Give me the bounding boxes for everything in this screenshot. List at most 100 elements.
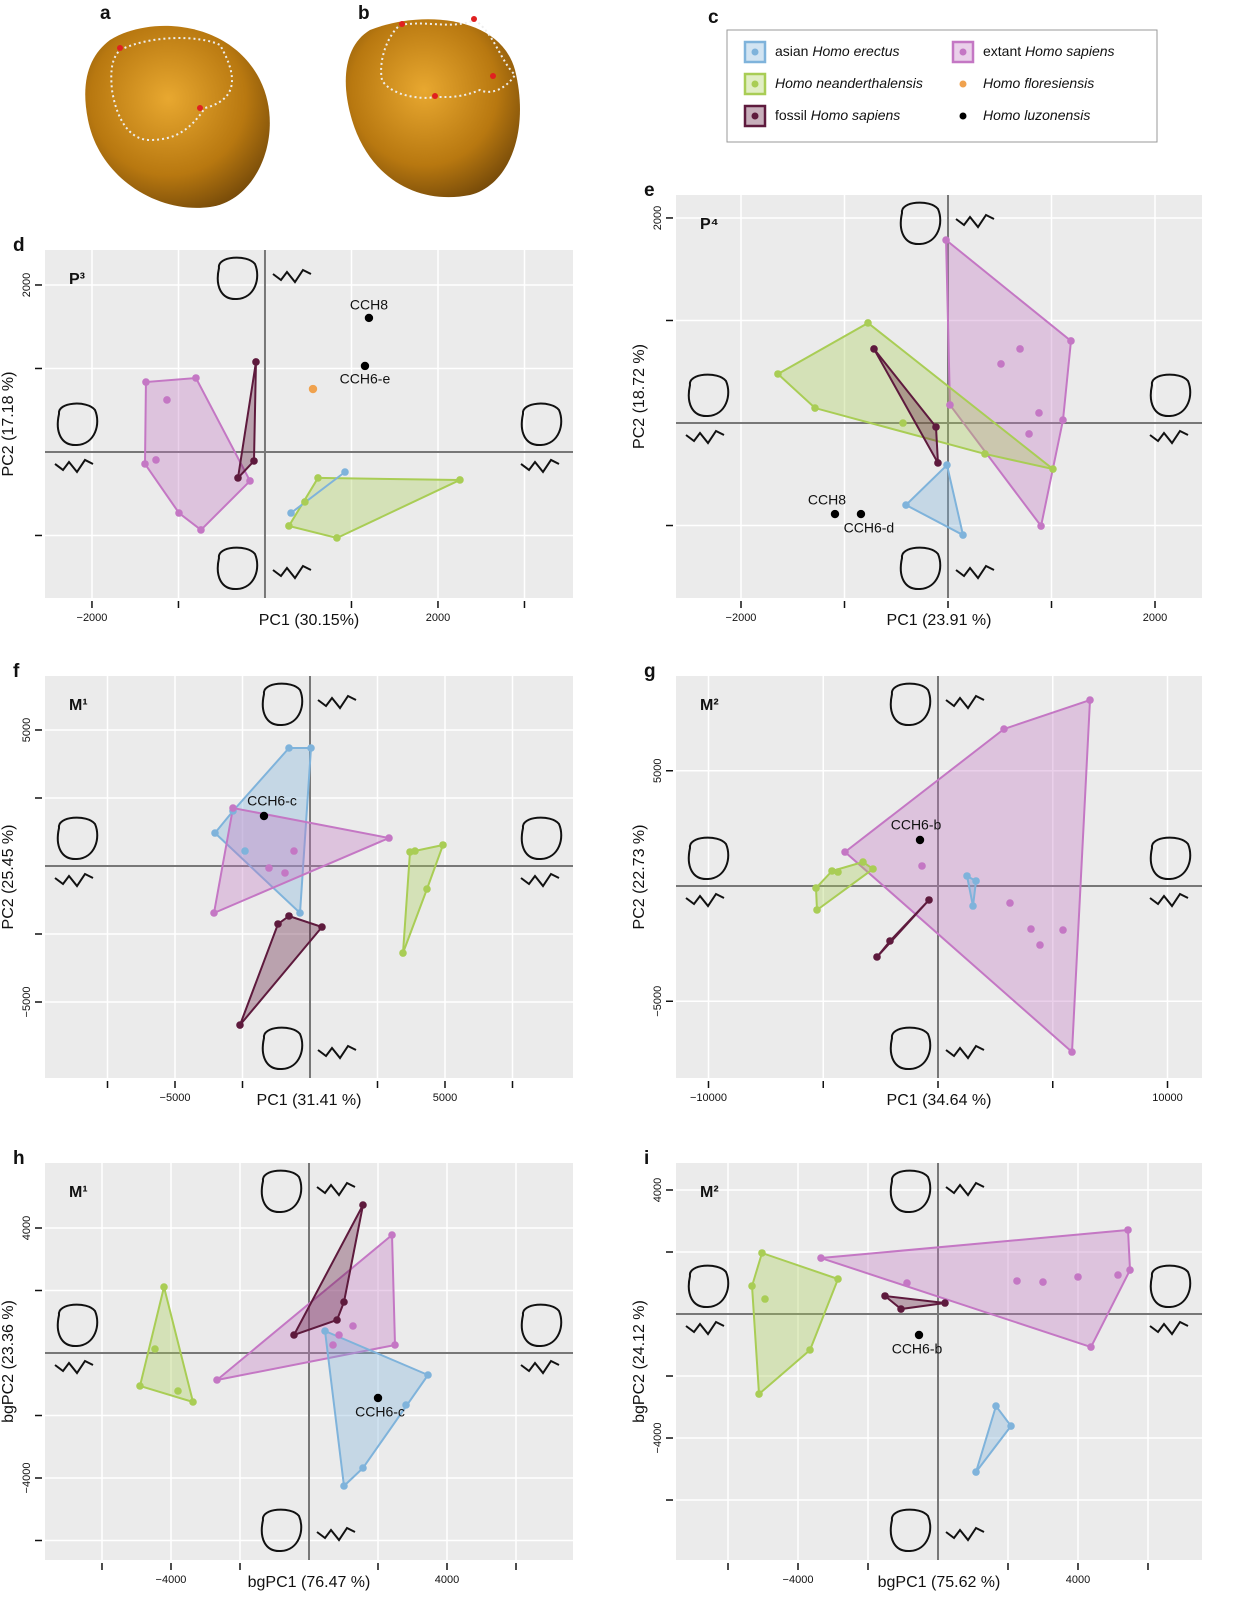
legend-marker <box>959 80 967 88</box>
x-tick-label: −2000 <box>726 612 757 624</box>
data-point <box>402 1401 410 1409</box>
tooth-outline <box>520 1303 563 1348</box>
panel-label: d <box>13 235 25 256</box>
panel-label: e <box>644 180 655 201</box>
data-point <box>761 1295 769 1303</box>
data-point <box>333 1316 341 1324</box>
data-point <box>285 912 293 920</box>
data-point <box>813 906 821 914</box>
x-tick-label: −4000 <box>783 1574 814 1586</box>
x-tick-label: −5000 <box>160 1092 191 1104</box>
data-point <box>959 531 967 539</box>
tooth-outline <box>260 1508 303 1553</box>
group-hull <box>944 237 1073 529</box>
data-point <box>864 319 872 327</box>
plot-background <box>676 195 1202 598</box>
data-point <box>932 423 940 431</box>
data-point <box>290 1331 298 1339</box>
tooth-profile <box>1149 429 1189 445</box>
y-axis-title: PC2 (22.73 %) <box>631 825 648 930</box>
x-tick-label: 5000 <box>433 1092 457 1104</box>
tooth-outline <box>899 546 942 591</box>
data-point <box>136 1382 144 1390</box>
tooth-outline <box>1149 836 1192 881</box>
data-point <box>1035 409 1043 417</box>
x-tick-label: −10000 <box>690 1092 727 1104</box>
data-point <box>388 1231 396 1239</box>
data-point <box>229 804 237 812</box>
group-hull <box>212 806 393 915</box>
data-point <box>340 1482 348 1490</box>
tooth-profile <box>54 1359 94 1375</box>
tooth-profile <box>955 564 995 580</box>
data-point <box>163 396 171 404</box>
data-point <box>1086 696 1094 704</box>
tooth-profile <box>317 1044 357 1060</box>
y-tick-label: −4000 <box>652 1423 664 1454</box>
data-point <box>1049 465 1057 473</box>
legend-label: asian Homo erectus <box>775 43 900 59</box>
x-axis-title: bgPC1 (76.47 %) <box>248 1574 371 1591</box>
y-tick-label: 2000 <box>652 206 664 230</box>
tooth-outline <box>520 402 563 446</box>
tooth-outline <box>216 546 259 591</box>
panel-title: M² <box>700 1184 719 1201</box>
data-point <box>456 476 464 484</box>
tooth-outline <box>687 836 730 881</box>
data-point <box>918 862 926 870</box>
tooth-profile <box>1149 892 1189 908</box>
data-point <box>758 1249 766 1257</box>
data-point <box>308 384 318 394</box>
data-point <box>1027 925 1035 933</box>
data-point <box>439 841 447 849</box>
data-point <box>189 1398 197 1406</box>
data-point <box>246 477 254 485</box>
data-point <box>252 358 260 366</box>
data-point <box>359 1201 367 1209</box>
legend-box <box>726 29 1158 143</box>
tooth-outline <box>1149 1264 1192 1309</box>
tooth-profile <box>520 458 560 474</box>
y-tick-label: 4000 <box>21 1216 33 1240</box>
y-axis-title: PC2 (25.45 %) <box>0 825 17 930</box>
panel-label: i <box>644 1148 649 1169</box>
data-point <box>834 868 842 876</box>
tooth-profile <box>945 1044 985 1060</box>
data-point <box>1067 337 1075 345</box>
tooth-outline <box>261 1026 304 1071</box>
data-point <box>812 884 820 892</box>
panel-label: g <box>644 661 656 682</box>
data-point <box>141 460 149 468</box>
data-point <box>321 1327 329 1335</box>
data-point <box>806 1346 814 1354</box>
plot: −4000 4000 4000 −4000 CCH6-b i M² bgPC1 (75.62 … <box>631 1148 1202 1591</box>
group-hull <box>138 1286 195 1404</box>
data-point <box>197 526 205 534</box>
tooth-outline <box>261 682 304 727</box>
panel-label: f <box>13 661 20 682</box>
x-tick-label: −4000 <box>156 1574 187 1586</box>
legend-marker <box>751 112 759 120</box>
data-point <box>841 848 849 856</box>
panel-title: M¹ <box>69 697 88 714</box>
tooth-outline <box>899 201 942 246</box>
data-point <box>856 509 866 519</box>
data-point <box>972 1468 980 1476</box>
data-point <box>1087 1343 1095 1351</box>
data-point <box>1114 1271 1122 1279</box>
data-point <box>424 1371 432 1379</box>
data-point <box>236 1021 244 1029</box>
x-tick-label: 10000 <box>1152 1092 1183 1104</box>
data-point <box>897 1305 905 1313</box>
data-point <box>241 847 249 855</box>
x-axis-title: PC1 (23.91 %) <box>887 612 992 629</box>
data-point <box>943 461 951 469</box>
data-point <box>963 872 971 880</box>
data-point <box>210 909 218 917</box>
data-point <box>1039 1278 1047 1286</box>
data-point <box>1074 1273 1082 1281</box>
group-hull <box>975 1403 1013 1473</box>
data-point <box>925 896 933 904</box>
legend-label: Homo luzonensis <box>983 107 1090 123</box>
